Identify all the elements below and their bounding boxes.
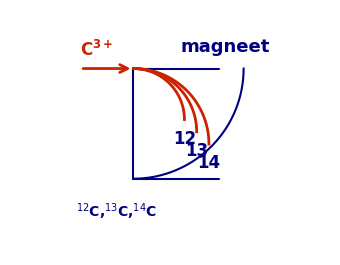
Text: magneet: magneet <box>181 38 270 56</box>
Text: 14: 14 <box>198 154 221 172</box>
Text: 12: 12 <box>173 130 196 148</box>
Text: $\mathbf{C^{3+}}$: $\mathbf{C^{3+}}$ <box>80 40 114 60</box>
Text: 13: 13 <box>185 142 208 160</box>
Text: $^{12}$C,$^{13}$C,$^{14}$C: $^{12}$C,$^{13}$C,$^{14}$C <box>76 201 157 222</box>
